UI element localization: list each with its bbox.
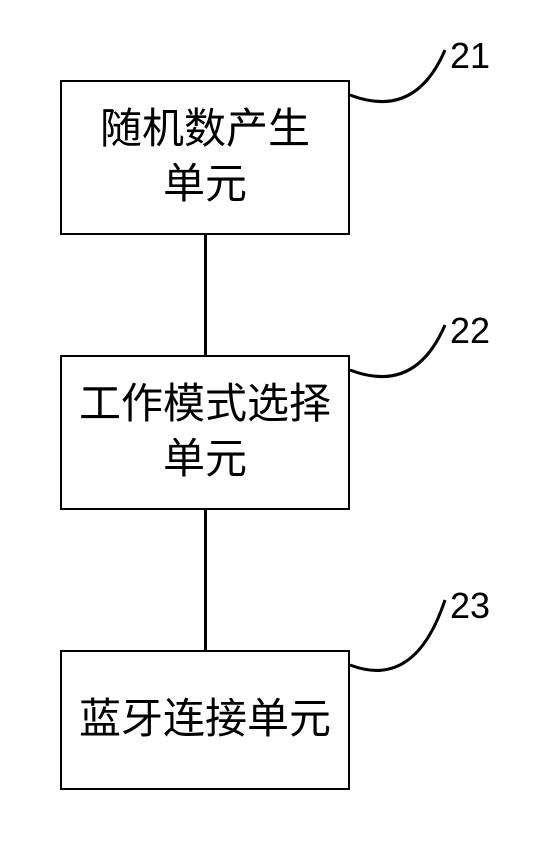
node-2-line1: 工作模式选择 bbox=[79, 382, 331, 428]
node-1-text: 随机数产生 单元 bbox=[100, 103, 310, 212]
node-2-line2: 单元 bbox=[163, 437, 247, 483]
ref-label-1: 21 bbox=[450, 35, 490, 77]
node-1-line1: 随机数产生 bbox=[100, 107, 310, 153]
node-1-line2: 单元 bbox=[163, 162, 247, 208]
flowchart-node-3: 蓝牙连接单元 bbox=[60, 650, 350, 790]
connector-1-2 bbox=[204, 235, 207, 355]
diagram-container: 随机数产生 单元 工作模式选择 单元 蓝牙连接单元 21 22 23 bbox=[0, 0, 550, 863]
ref-label-3: 23 bbox=[450, 585, 490, 627]
flowchart-node-2: 工作模式选择 单元 bbox=[60, 355, 350, 510]
node-2-text: 工作模式选择 单元 bbox=[79, 378, 331, 487]
node-3-line1: 蓝牙连接单元 bbox=[79, 697, 331, 743]
connector-2-3 bbox=[204, 510, 207, 650]
ref-label-2: 22 bbox=[450, 310, 490, 352]
flowchart-node-1: 随机数产生 单元 bbox=[60, 80, 350, 235]
node-3-text: 蓝牙连接单元 bbox=[79, 693, 331, 748]
